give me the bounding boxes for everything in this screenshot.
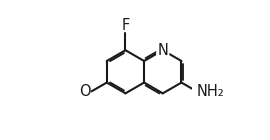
Text: N: N: [157, 43, 168, 58]
Text: O: O: [80, 84, 91, 99]
Text: F: F: [121, 18, 130, 32]
Text: NH₂: NH₂: [197, 84, 225, 99]
